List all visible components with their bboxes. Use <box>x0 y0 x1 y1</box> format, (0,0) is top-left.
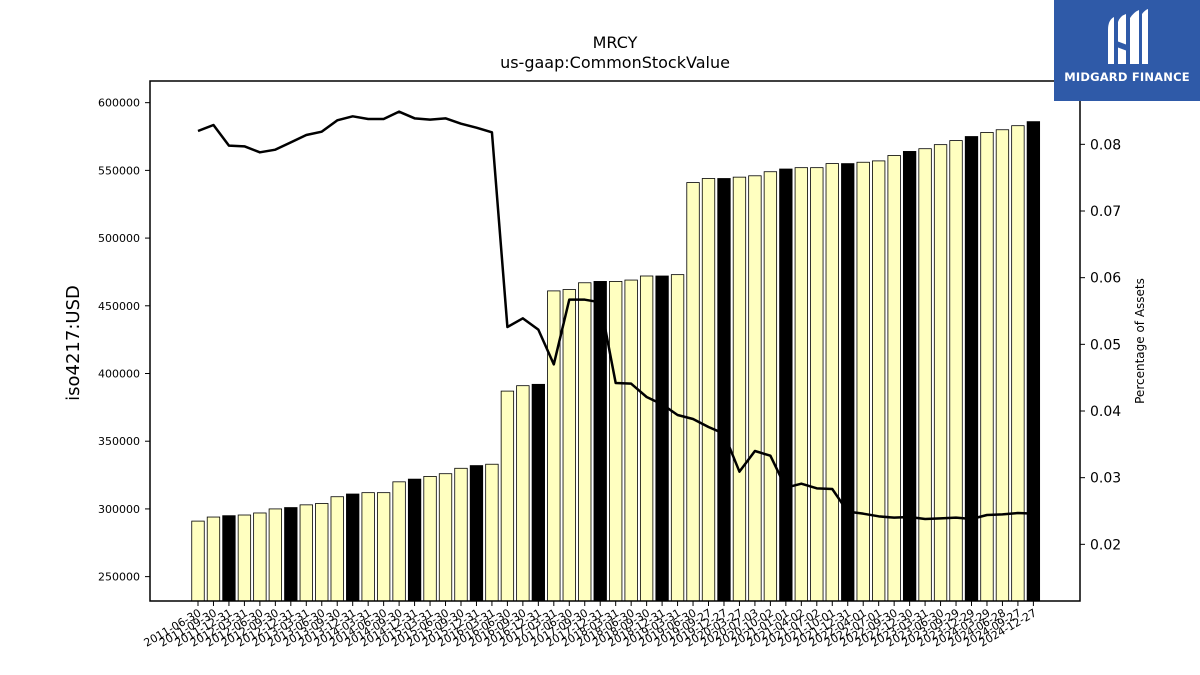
bar-2020-10-02 <box>763 171 778 602</box>
y2-tick-label: 0.07 <box>1090 204 1121 220</box>
bar-2019-03-31 <box>670 274 685 602</box>
bar-2022-09-30 <box>887 155 901 602</box>
y2-tick-label: 0.08 <box>1090 137 1121 153</box>
plot-frame <box>149 80 1081 602</box>
y2-tick-label: 0.03 <box>1090 471 1121 487</box>
bar-2015-09-30 <box>454 467 468 602</box>
bar-2023-06-30 <box>933 144 948 602</box>
bar-2012-09-30 <box>268 508 283 602</box>
bar-2022-12-30 <box>902 151 917 602</box>
y-tick-label: 600000 <box>98 97 140 110</box>
bar-2014-03-31 <box>361 492 375 602</box>
y-tick-label: 300000 <box>98 503 140 516</box>
y-axis-label: iso4217:USD <box>63 285 84 401</box>
bar-2012-12-31 <box>284 507 298 602</box>
y2-tick-label: 0.05 <box>1090 337 1121 353</box>
bar-2021-10-01 <box>825 163 839 602</box>
bar-2011-06-30 <box>191 520 205 602</box>
bar-2013-12-31 <box>346 493 360 602</box>
bar-2011-09-30 <box>206 516 221 602</box>
bar-2021-07-02 <box>810 167 824 602</box>
y-tick-label: 350000 <box>98 435 140 448</box>
bar-2022-04-01 <box>856 161 870 602</box>
bar-2014-09-30 <box>392 481 406 602</box>
y2-tick-label: 0.02 <box>1090 537 1121 553</box>
bar-2013-03-31 <box>299 504 313 602</box>
bar-2020-07-03 <box>748 175 762 602</box>
bar-2024-12-27 <box>1026 121 1041 602</box>
bar-2021-01-01 <box>779 168 793 602</box>
bars-layer <box>191 121 1041 602</box>
bar-2024-09-27 <box>1011 125 1025 602</box>
midgard-finance-logo: MIDGARD FINANCE <box>1054 0 1200 101</box>
bar-2018-09-30 <box>639 275 654 602</box>
y2-tick-label: 0.04 <box>1090 404 1121 420</box>
bar-2024-06-28 <box>995 129 1010 602</box>
bar-2019-09-27 <box>701 178 716 602</box>
brand-name: MIDGARD FINANCE <box>1064 70 1190 84</box>
bar-2014-12-31 <box>407 478 422 602</box>
bar-2017-03-31 <box>547 290 561 602</box>
bar-2014-06-30 <box>376 492 391 602</box>
bar-2012-03-31 <box>237 514 252 602</box>
bar-2016-03-31 <box>485 463 499 602</box>
x-axis-ticks: 2011-06-302011-09-302011-12-312012-03-31… <box>142 601 1039 650</box>
left-axis-ticks: 250000 300000 350000 400000 450000 500000 5500… <box>98 97 150 584</box>
bar-2012-06-30 <box>253 512 267 602</box>
y-tick-label: 250000 <box>98 571 140 584</box>
right-axis-ticks: 0.02 0.03 0.04 0.05 0.06 0.07 0.08 <box>1080 137 1121 553</box>
chart-subtitle: us-gaap:CommonStockValue <box>500 53 730 72</box>
bar-2024-03-29 <box>980 132 994 602</box>
y-tick-label: 450000 <box>98 300 140 313</box>
bar-2015-12-31 <box>469 465 484 602</box>
bar-2013-09-30 <box>330 496 344 602</box>
bar-2022-07-01 <box>872 160 886 602</box>
midgard-logo-icon <box>1108 9 1148 64</box>
y-tick-label: 500000 <box>98 232 140 245</box>
bar-2015-03-31 <box>423 476 437 602</box>
chart-title: MRCY <box>593 33 638 52</box>
bar-2020-03-27 <box>732 176 747 602</box>
percentage-of-assets-line <box>197 110 1034 521</box>
bar-2016-12-31 <box>531 383 545 602</box>
bar-2019-06-30 <box>686 182 700 602</box>
bar-2021-04-02 <box>794 167 808 602</box>
y2-tick-label: 0.06 <box>1090 271 1121 287</box>
bar-2018-06-30 <box>624 279 638 602</box>
bar-2017-09-30 <box>578 282 592 602</box>
y-tick-label: 400000 <box>98 368 140 381</box>
bar-2013-06-30 <box>315 503 329 602</box>
bar-2023-03-31 <box>918 148 932 602</box>
bar-2017-06-30 <box>562 289 576 602</box>
bar-2019-12-27 <box>717 178 731 602</box>
bar-2021-12-31 <box>841 163 855 602</box>
bar-2011-12-31 <box>222 515 236 602</box>
y2-axis-label: Percentage of Assets <box>1133 278 1147 404</box>
bar-2023-12-29 <box>964 136 979 602</box>
bar-2018-12-31 <box>655 275 669 602</box>
bar-2018-03-31 <box>609 281 623 602</box>
bar-2015-06-30 <box>438 473 453 602</box>
y-tick-label: 550000 <box>98 164 140 177</box>
bar-2023-09-29 <box>949 140 963 602</box>
bar-2016-06-30 <box>500 390 515 602</box>
bar-2016-09-30 <box>516 385 530 602</box>
